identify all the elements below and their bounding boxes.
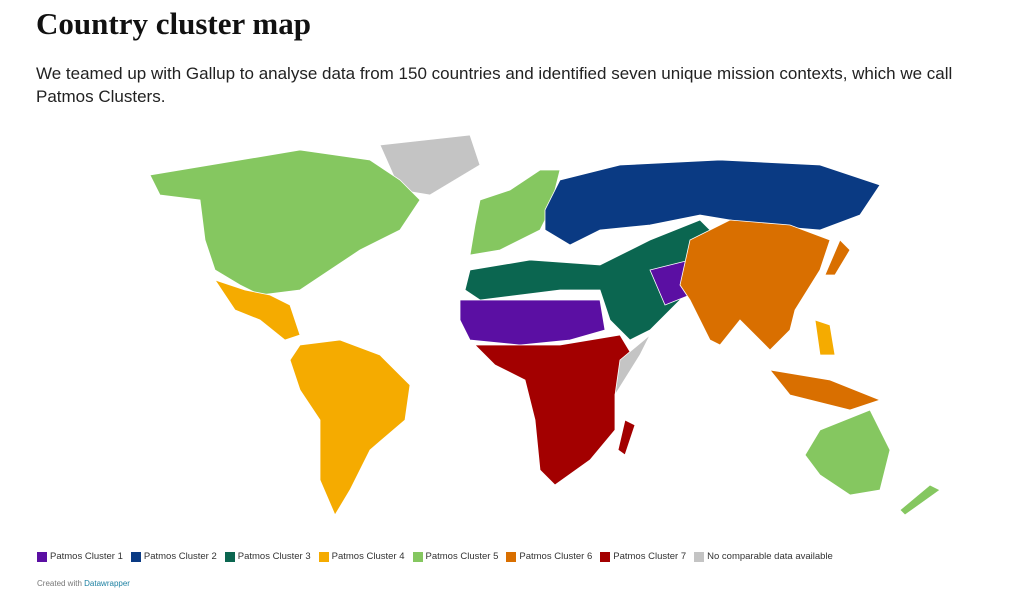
world-map <box>149 134 941 516</box>
legend-item: Patmos Cluster 3 <box>224 551 311 562</box>
legend-item: Patmos Cluster 7 <box>600 551 686 562</box>
footer: Created with Datawrapper <box>37 579 130 588</box>
region <box>899 484 941 516</box>
region <box>459 299 606 346</box>
legend-swatch <box>694 551 705 562</box>
legend-swatch <box>506 551 517 562</box>
footer-link[interactable]: Datawrapper <box>84 579 130 588</box>
legend-label: Patmos Cluster 2 <box>143 551 217 562</box>
legend-item: Patmos Cluster 2 <box>130 551 217 562</box>
region <box>474 334 636 486</box>
region <box>614 334 651 396</box>
legend-item: Patmos Cluster 5 <box>412 551 499 562</box>
legend-item: Patmos Cluster 4 <box>318 551 405 562</box>
region <box>149 149 421 296</box>
legend-item: No comparable data available <box>694 551 833 562</box>
legend-swatch <box>224 551 235 562</box>
region <box>289 339 411 516</box>
region <box>824 239 851 276</box>
region <box>214 279 301 341</box>
legend-item: Patmos Cluster 1 <box>37 551 123 562</box>
legend-swatch <box>412 551 423 562</box>
region <box>679 219 831 351</box>
region <box>617 419 636 456</box>
legend-label: Patmos Cluster 6 <box>519 551 593 562</box>
legend-swatch <box>318 551 329 562</box>
region <box>769 369 882 411</box>
region <box>814 319 836 356</box>
legend-label: Patmos Cluster 7 <box>613 551 687 562</box>
legend-swatch <box>130 551 141 562</box>
legend-label: Patmos Cluster 4 <box>331 551 405 562</box>
legend-label: Patmos Cluster 5 <box>425 551 499 562</box>
legend-swatch <box>37 551 47 562</box>
legend-swatch <box>600 551 611 562</box>
region <box>804 409 891 496</box>
region <box>464 219 721 341</box>
legend-label: Patmos Cluster 3 <box>237 551 311 562</box>
legend-label: No comparable data available <box>707 551 833 562</box>
legend-label: Patmos Cluster 1 <box>50 551 123 562</box>
legend: Patmos Cluster 1 Patmos Cluster 2 Patmos C… <box>37 551 833 562</box>
footer-text: Created with <box>37 579 82 588</box>
subtitle: We teamed up with Gallup to analyse data… <box>36 64 953 106</box>
legend-item: Patmos Cluster 6 <box>506 551 592 562</box>
title: Country cluster map <box>36 6 311 41</box>
